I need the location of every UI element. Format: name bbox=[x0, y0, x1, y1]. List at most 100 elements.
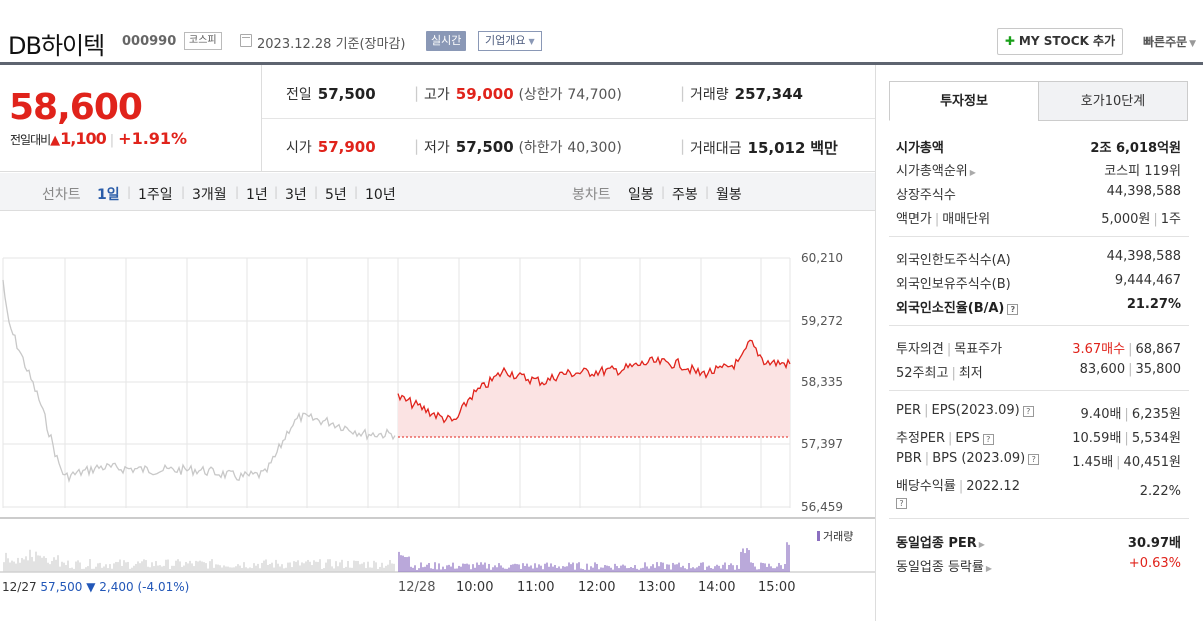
divider: | bbox=[951, 366, 956, 381]
open-label: 시가 bbox=[286, 140, 312, 156]
prev-day-pct: (-4.01%) bbox=[137, 580, 190, 594]
info-value: 9.40배 | 6,235원 bbox=[1081, 403, 1181, 422]
quick-order-button[interactable]: 빠른주문 ▼ bbox=[1143, 33, 1196, 50]
info-market-cap-rank[interactable]: 시가총액순위 ▶ 코스피 119위 bbox=[896, 160, 1181, 184]
help-icon[interactable]: ? bbox=[1007, 304, 1019, 315]
caret-right-icon: ▶ bbox=[985, 564, 993, 573]
info-market-cap: 시가총액 2조 6,018억원 bbox=[896, 137, 1181, 161]
open-price: 시가 57,900 bbox=[286, 137, 376, 157]
divider: | bbox=[958, 479, 964, 494]
help-icon[interactable]: ? bbox=[982, 434, 994, 445]
candle-tab-month[interactable]: 월봉 bbox=[716, 187, 742, 203]
trade-amount: | 거래대금 15,012 백만 bbox=[680, 137, 838, 158]
time-label: 13:00 bbox=[638, 580, 676, 595]
period-tab-5y[interactable]: 5년 bbox=[325, 187, 347, 203]
info-value-text: 5,534원 bbox=[1131, 431, 1181, 446]
info-key-text: 액면가 bbox=[896, 212, 932, 227]
info-value-text: 35,800 bbox=[1135, 362, 1182, 377]
info-key-text: 외국인소진율(B/A) bbox=[896, 301, 1005, 316]
high-value: 59,000 bbox=[455, 85, 514, 103]
chevron-down-icon: ▼ bbox=[528, 37, 535, 46]
period-tab-3m[interactable]: 3개월 bbox=[192, 187, 227, 203]
info-value: 44,398,588 bbox=[1106, 249, 1181, 264]
info-key: 동일업종 PER ▶ bbox=[896, 532, 985, 551]
divider: | bbox=[680, 84, 686, 102]
high-price: | 고가 59,000 (상한가 74,700) bbox=[414, 84, 622, 104]
help-icon[interactable]: ? bbox=[1022, 406, 1034, 417]
lower-limit-value: 40,300) bbox=[567, 140, 622, 156]
company-info-button[interactable]: 기업개요 ▼ bbox=[478, 31, 542, 51]
info-value-text: 40,451원 bbox=[1123, 455, 1181, 470]
info-key: PER | EPS(2023.09)? bbox=[896, 403, 1034, 418]
info-key-text: PER bbox=[896, 403, 922, 418]
realtime-button[interactable]: 실시간 bbox=[426, 31, 467, 51]
prev-close: 전일 57,500 bbox=[286, 84, 376, 104]
period-tab-1w[interactable]: 1주일 bbox=[138, 187, 173, 203]
info-key: 투자의견 | 목표주가 bbox=[896, 338, 1002, 357]
period-tab-1d[interactable]: 1일 bbox=[97, 187, 120, 203]
info-key: 시가총액 bbox=[896, 141, 944, 156]
prev-day-line bbox=[2, 279, 396, 483]
divider: | bbox=[946, 342, 952, 357]
info-key-text: EPS(2023.09) bbox=[931, 403, 1020, 418]
candle-chart-label: 봉차트 bbox=[572, 187, 611, 203]
calendar-icon bbox=[240, 34, 252, 47]
info-value-text: 10.59배 bbox=[1072, 431, 1122, 446]
y-tick-label: 58,335 bbox=[801, 375, 843, 389]
period-tab-3y[interactable]: 3년 bbox=[285, 187, 307, 203]
info-key-text: 52주최고 bbox=[896, 366, 949, 381]
info-key-text: 시가총액순위 bbox=[896, 164, 968, 179]
tab-order-book[interactable]: 호가10단계 bbox=[1038, 81, 1188, 121]
period-tab-10y[interactable]: 10년 bbox=[365, 187, 396, 203]
section-divider bbox=[889, 390, 1189, 391]
info-value-text: 5,000원 bbox=[1101, 212, 1151, 227]
divider: | bbox=[274, 185, 279, 199]
help-icon[interactable]: ? bbox=[1028, 454, 1040, 465]
info-key: 배당수익률 | 2022.12? bbox=[896, 475, 1020, 510]
chart-tabs: 선차트 1일 | 1주일 | 3개월 | 1년 | 3년 | 5년 | 10년 … bbox=[0, 173, 875, 211]
price-chart[interactable]: 60,210 59,272 58,335 57,397 56,459 bbox=[0, 212, 875, 577]
divider: | bbox=[924, 451, 930, 466]
period-tab-1y[interactable]: 1년 bbox=[246, 187, 268, 203]
time-label: 15:00 bbox=[758, 580, 796, 595]
info-value: 9,444,467 bbox=[1114, 273, 1181, 288]
upper-limit-value: 74,700) bbox=[567, 87, 622, 103]
info-key-text: 2022.12 bbox=[966, 479, 1020, 494]
market-tag: 코스피 bbox=[184, 32, 222, 50]
info-sector-per[interactable]: 동일업종 PER ▶ 30.97배 bbox=[896, 532, 1181, 556]
low-value: 57,500 bbox=[455, 138, 514, 156]
info-key: 외국인한도주식수(A) bbox=[896, 253, 1011, 268]
open-value: 57,900 bbox=[317, 138, 376, 156]
y-tick-label: 56,459 bbox=[801, 500, 843, 514]
info-key: 외국인보유주식수(B) bbox=[896, 277, 1011, 292]
quick-order-label: 빠른주문 bbox=[1143, 35, 1188, 49]
divider: | bbox=[314, 185, 319, 199]
time-label: 12/28 bbox=[398, 580, 436, 595]
info-key: 동일업종 등락률 ▶ bbox=[896, 556, 992, 575]
time-label: 12:00 bbox=[578, 580, 616, 595]
divider: | bbox=[661, 185, 666, 199]
info-key-text: 동일업종 PER bbox=[896, 536, 977, 551]
divider: | bbox=[1128, 362, 1133, 377]
low-price: | 저가 57,500 (하한가 40,300) bbox=[414, 137, 622, 157]
info-sector-rate[interactable]: 동일업종 등락률 ▶ +0.63% bbox=[896, 556, 1181, 580]
time-label: 11:00 bbox=[517, 580, 555, 595]
stock-name: DB하이텍 bbox=[8, 32, 105, 60]
today-price-line bbox=[397, 339, 791, 424]
info-key: 외국인소진율(B/A)? bbox=[896, 297, 1019, 316]
candle-tab-day[interactable]: 일봉 bbox=[628, 187, 654, 203]
company-info-label: 기업개요 bbox=[485, 34, 526, 47]
info-key: PBR | BPS (2023.09)? bbox=[896, 451, 1040, 466]
help-icon[interactable]: ? bbox=[896, 498, 907, 509]
divider: | bbox=[1124, 431, 1129, 446]
candle-tab-week[interactable]: 주봉 bbox=[672, 187, 698, 203]
prev-close-label: 전일 bbox=[286, 87, 312, 103]
tab-investment-info[interactable]: 투자정보 bbox=[889, 81, 1039, 121]
info-dividend: 배당수익률 | 2022.12? 2.22% bbox=[896, 475, 1181, 515]
chevron-down-icon: ▼ bbox=[1189, 39, 1197, 49]
volume-bars bbox=[3, 542, 790, 572]
prev-day-change: ▼ 2,400 bbox=[86, 580, 134, 594]
base-date: 2023.12.28 기준(장마감) bbox=[257, 37, 406, 52]
add-mystock-button[interactable]: ✚ MY STOCK 추가 bbox=[997, 28, 1123, 55]
high-label: 고가 bbox=[424, 87, 450, 103]
